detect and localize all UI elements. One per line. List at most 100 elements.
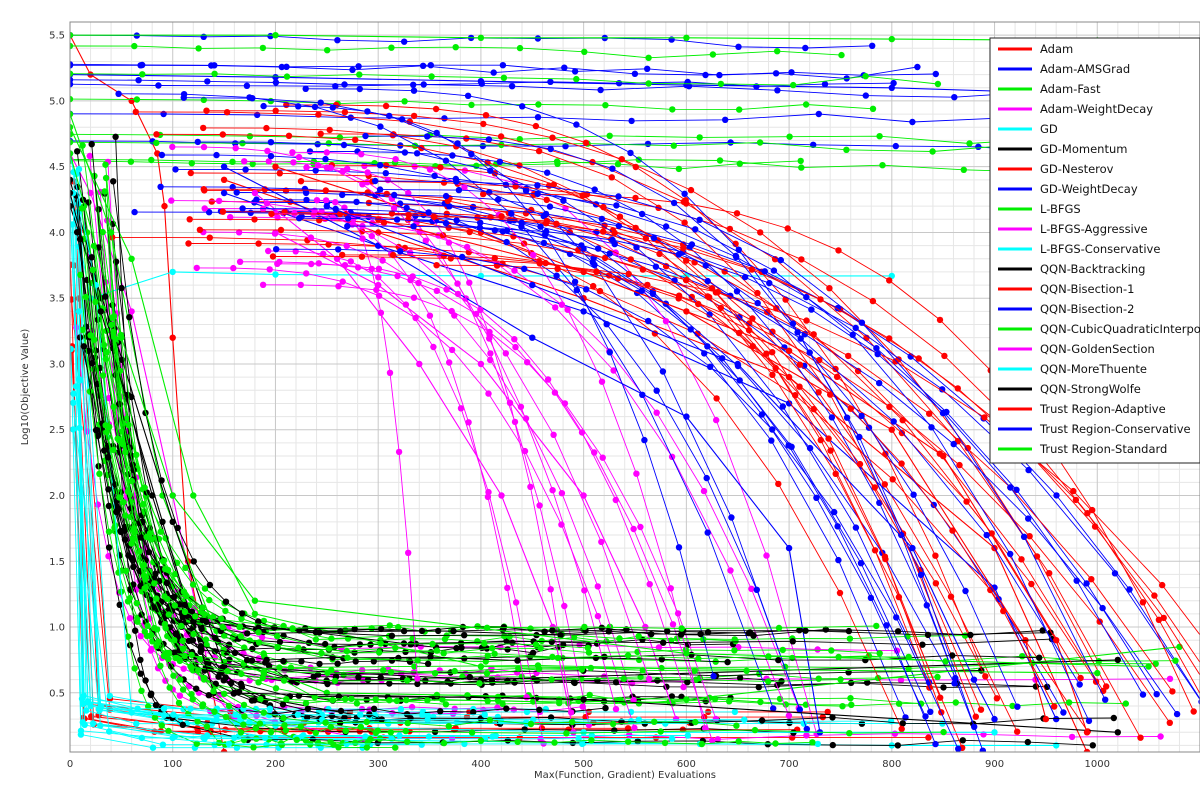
data-point-qqn-cubicquadraticinterpolation [743, 667, 750, 674]
data-point-qqn-bisection-2 [220, 163, 228, 170]
data-point-l-bfgs [802, 701, 810, 708]
data-point-qqn-bisection-1 [251, 216, 258, 223]
data-point-qqn-strongwolfe [658, 656, 665, 663]
data-point-trust-region-standard [102, 161, 109, 168]
data-point-qqn-goldensection [358, 151, 365, 158]
data-point-trust-region-conservative [453, 178, 460, 185]
data-point-trust-region-adaptive [512, 183, 519, 190]
data-point-trust-region-standard [429, 640, 436, 648]
data-point-trust-region-standard [237, 633, 245, 640]
data-point-qqn-bisection-1 [769, 328, 776, 335]
data-point-qqn-bisection-2 [785, 544, 793, 552]
data-point-qqn-strongwolfe [435, 627, 442, 635]
data-point-qqn-strongwolfe [924, 631, 932, 639]
y-axis-label: Log10(Objective Value) [20, 329, 31, 446]
data-point-qqn-bisection-2 [442, 157, 450, 164]
data-point-qqn-bisection-1 [810, 331, 817, 338]
data-point-qqn-goldensection [512, 343, 519, 351]
series-line-l-bfgs-conservative [70, 206, 1057, 746]
data-point-trust-region-conservative [638, 287, 645, 294]
data-point-trust-region-adaptive [600, 228, 607, 235]
data-point-qqn-backtracking [220, 677, 227, 684]
data-point-trust-region-adaptive [1159, 581, 1166, 589]
data-point-qqn-bisection-1 [1042, 715, 1050, 723]
series-line-trust-region-standard [92, 269, 877, 629]
data-point-gd-momentum [364, 676, 372, 684]
data-point-qqn-bisection-2 [508, 210, 515, 217]
data-point-qqn-goldensection [375, 265, 383, 272]
data-point-trust-region-standard [402, 727, 409, 735]
series-line-adam [70, 264, 372, 733]
data-point-qqn-bisection-2 [659, 368, 667, 375]
data-point-trust-region-adaptive [817, 296, 824, 303]
legend-label: QQN-Backtracking [1040, 262, 1145, 276]
data-point-trust-region-standard [210, 688, 217, 695]
series-line-trust-region-conservative [299, 217, 936, 745]
data-point-qqn-backtracking [304, 714, 311, 721]
data-point-adam-weightdecay [180, 665, 187, 672]
data-point-qqn-bisection-2 [653, 387, 660, 394]
x-tick-label: 500 [574, 759, 593, 770]
series-line-gd-weightdecay [254, 201, 1200, 700]
data-point-qqn-goldensection [511, 336, 518, 343]
data-point-l-bfgs-aggressive [631, 724, 638, 732]
data-point-qqn-bisection-1 [382, 162, 390, 169]
series-line-trust-region-conservative [380, 189, 1090, 722]
data-point-gd-momentum [521, 726, 528, 733]
data-point-gd-weightdecay [242, 166, 249, 173]
data-point-l-bfgs [1152, 660, 1159, 667]
data-point-qqn-strongwolfe [316, 660, 323, 668]
data-point-qqn-goldensection [709, 737, 716, 744]
data-point-gd-weightdecay [220, 189, 228, 197]
series-line-gd-momentum [98, 209, 782, 684]
data-point-qqn-strongwolfe [163, 579, 171, 587]
data-point-qqn-cubicquadraticinterpolation [476, 680, 483, 687]
data-point-trust-region-standard [765, 653, 772, 660]
data-point-qqn-goldensection [315, 260, 322, 267]
data-point-qqn-cubicquadraticinterpolation [515, 665, 522, 672]
data-point-qqn-goldensection [502, 350, 509, 357]
data-point-qqn-backtracking [94, 432, 102, 440]
data-point-qqn-cubicquadraticinterpolation [190, 492, 197, 499]
data-point-gd-nesterov [497, 133, 505, 140]
data-point-adam-fast [500, 74, 508, 82]
data-point-l-bfgs-aggressive [448, 346, 456, 354]
data-point-l-bfgs [442, 701, 450, 708]
data-point-adam-fast [709, 51, 717, 58]
data-point-adam-amsgrad [243, 82, 251, 90]
data-point-trust-region-conservative [344, 222, 351, 230]
data-point-qqn-morethuente [635, 716, 642, 723]
data-point-qqn-bisection-2 [781, 344, 788, 351]
data-point-qqn-strongwolfe [1036, 654, 1043, 661]
data-point-gd-weightdecay [131, 208, 138, 216]
data-point-qqn-cubicquadraticinterpolation [251, 610, 259, 618]
data-point-gd-nesterov [1033, 553, 1041, 560]
data-point-qqn-backtracking [105, 502, 113, 510]
data-point-trust-region-standard [89, 266, 97, 274]
data-point-qqn-backtracking [137, 670, 144, 677]
data-point-l-bfgs [150, 559, 157, 566]
data-point-qqn-morethuente [160, 705, 168, 712]
data-point-adam-amsgrad [478, 80, 485, 87]
data-point-gd-momentum [940, 684, 947, 691]
data-point-qqn-cubicquadraticinterpolation [158, 722, 165, 729]
data-point-adam-fast [683, 34, 690, 41]
data-point-trust-region-conservative [928, 424, 935, 431]
data-point-qqn-strongwolfe [660, 639, 667, 646]
data-point-adam-weightdecay [176, 692, 184, 699]
legend-label: QQN-StrongWolfe [1040, 382, 1141, 396]
x-tick-label: 800 [882, 759, 901, 770]
data-point-trust-region-standard [735, 738, 742, 745]
data-point-adam [925, 734, 932, 741]
data-point-adam-amsgrad [810, 141, 817, 148]
legend: Adam Adam-AMSGrad Adam-Fast Adam-WeightDeca… [989, 37, 1200, 464]
data-point-trust-region-standard [835, 653, 842, 661]
data-point-trust-region-conservative [777, 256, 784, 264]
series-line-gd [78, 246, 546, 710]
data-point-adam-fast [249, 160, 256, 168]
x-tick-label: 100 [163, 759, 182, 770]
data-point-qqn-goldensection [680, 683, 687, 691]
data-point-trust-region-standard [514, 738, 521, 745]
data-point-qqn-cubicquadraticinterpolation [876, 650, 883, 657]
data-point-qqn-backtracking [305, 639, 313, 646]
